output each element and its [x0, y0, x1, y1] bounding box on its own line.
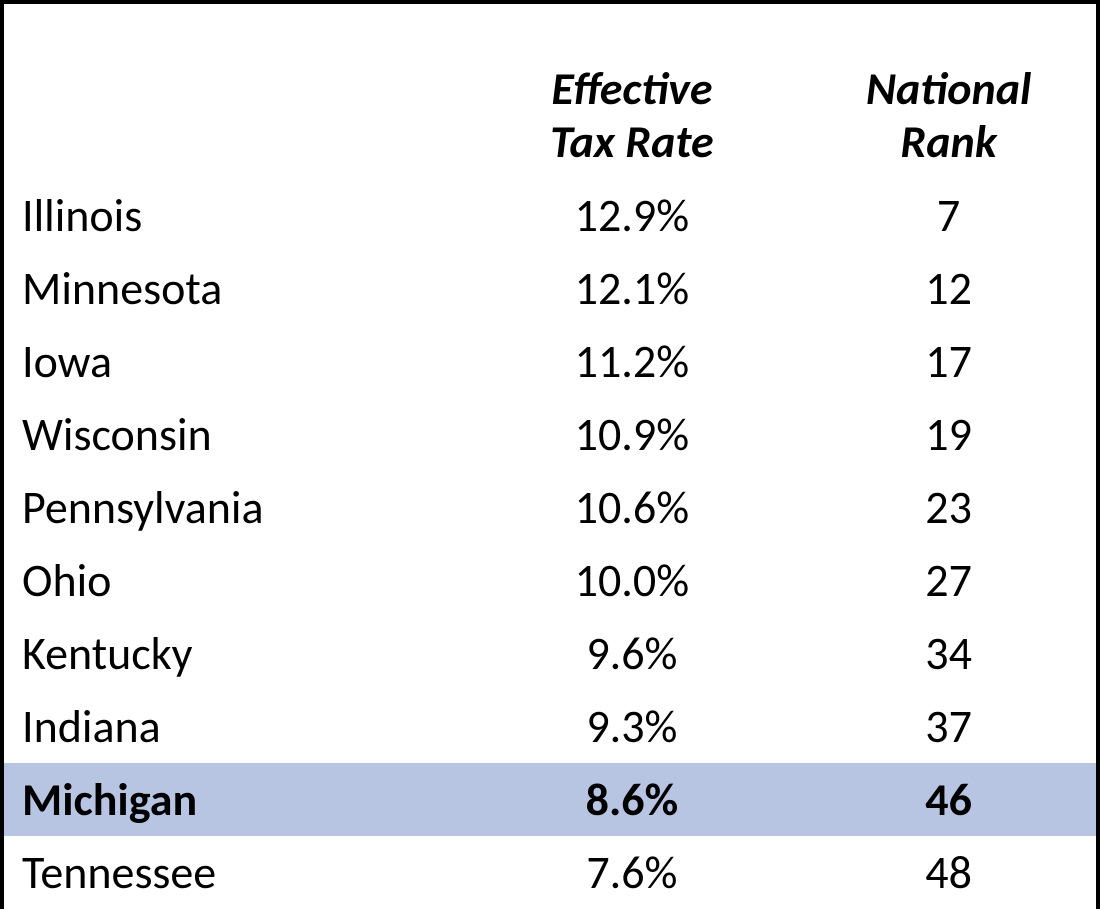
cell-rate: 9.3%: [463, 690, 802, 763]
cell-state: Kentucky: [4, 617, 463, 690]
header-line: Rank: [801, 116, 1096, 169]
header-state: [4, 4, 463, 179]
table-header-row: Effective Tax Rate National Rank: [4, 4, 1096, 179]
header-national-rank: National Rank: [801, 4, 1096, 179]
table-row: Kentucky9.6%34: [4, 617, 1096, 690]
cell-rate: 10.9%: [463, 398, 802, 471]
table-row: Iowa11.2%17: [4, 325, 1096, 398]
cell-rank: 46: [801, 763, 1096, 836]
header-effective-tax-rate: Effective Tax Rate: [463, 4, 802, 179]
table-body: Illinois12.9%7Minnesota12.1%12Iowa11.2%1…: [4, 179, 1096, 909]
cell-rank: 27: [801, 544, 1096, 617]
cell-rate: 12.9%: [463, 179, 802, 252]
table-row: Indiana9.3%37: [4, 690, 1096, 763]
table-row: Minnesota12.1%12: [4, 252, 1096, 325]
table-row: Illinois12.9%7: [4, 179, 1096, 252]
cell-rank: 48: [801, 836, 1096, 909]
cell-rank: 23: [801, 471, 1096, 544]
table-row: Ohio10.0%27: [4, 544, 1096, 617]
header-line: Tax Rate: [463, 116, 802, 169]
cell-state: Ohio: [4, 544, 463, 617]
cell-rate: 11.2%: [463, 325, 802, 398]
header-line: National: [801, 63, 1096, 116]
cell-rate: 8.6%: [463, 763, 802, 836]
cell-state: Minnesota: [4, 252, 463, 325]
table-row: Wisconsin10.9%19: [4, 398, 1096, 471]
header-line: Effective: [463, 63, 802, 116]
cell-state: Michigan: [4, 763, 463, 836]
cell-state: Indiana: [4, 690, 463, 763]
cell-rate: 7.6%: [463, 836, 802, 909]
table-row: Michigan8.6%46: [4, 763, 1096, 836]
tax-rate-table: Effective Tax Rate National Rank Illinoi…: [4, 4, 1096, 909]
cell-state: Tennessee: [4, 836, 463, 909]
cell-rank: 19: [801, 398, 1096, 471]
table-row: Tennessee7.6%48: [4, 836, 1096, 909]
table-row: Pennsylvania10.6%23: [4, 471, 1096, 544]
cell-state: Illinois: [4, 179, 463, 252]
cell-rate: 10.6%: [463, 471, 802, 544]
cell-state: Pennsylvania: [4, 471, 463, 544]
tax-rate-table-container: Effective Tax Rate National Rank Illinoi…: [0, 0, 1100, 909]
cell-rank: 7: [801, 179, 1096, 252]
cell-rank: 17: [801, 325, 1096, 398]
cell-rate: 9.6%: [463, 617, 802, 690]
cell-rate: 12.1%: [463, 252, 802, 325]
cell-state: Wisconsin: [4, 398, 463, 471]
cell-rank: 37: [801, 690, 1096, 763]
cell-state: Iowa: [4, 325, 463, 398]
cell-rank: 12: [801, 252, 1096, 325]
cell-rate: 10.0%: [463, 544, 802, 617]
cell-rank: 34: [801, 617, 1096, 690]
